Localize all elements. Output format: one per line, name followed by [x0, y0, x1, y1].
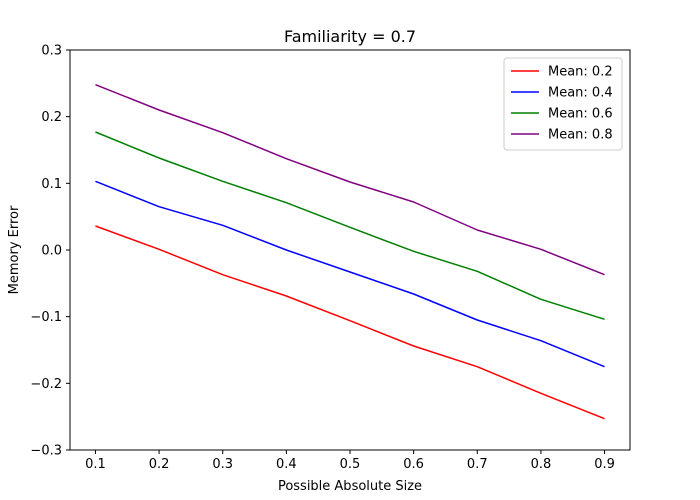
- legend: Mean: 0.2 Mean: 0.4 Mean: 0.6 Mean: 0.8: [503, 57, 623, 151]
- x-tick-label: 0.5: [340, 457, 361, 472]
- x-tick-label: 0.9: [594, 457, 615, 472]
- x-tick-label: 0.3: [212, 457, 233, 472]
- legend-label: Mean: 0.2: [548, 65, 613, 80]
- legend-label: Mean: 0.6: [548, 107, 613, 122]
- x-axis-label: Possible Absolute Size: [278, 479, 422, 494]
- y-tick-label: 0.2: [41, 110, 62, 125]
- x-tick-label: 0.2: [149, 457, 170, 472]
- x-tick-label: 0.1: [85, 457, 106, 472]
- series-line-1: [95, 225, 605, 420]
- series-line-2: [95, 180, 605, 368]
- series-line-3: [95, 131, 605, 321]
- y-tick-label: −0.1: [30, 310, 62, 325]
- series-line-4: [95, 83, 605, 276]
- y-tick-label: −0.3: [30, 444, 62, 459]
- y-tick-label: 0.1: [41, 177, 62, 192]
- x-tick-label: 0.4: [276, 457, 297, 472]
- y-tick-label: 0.3: [41, 44, 62, 59]
- y-tick-label: −0.2: [30, 377, 62, 392]
- plot-area: 0.1 0.2 0.3 0.4 0.5 0.6 0.7 0.8 0.9 −0.3 −0.2 −0.1 0…: [30, 44, 631, 472]
- x-tick-label: 0.7: [467, 457, 488, 472]
- legend-label: Mean: 0.4: [548, 86, 613, 101]
- chart-title: Familiarity = 0.7: [284, 27, 416, 46]
- x-tick-label: 0.6: [403, 457, 424, 472]
- legend-box: [503, 57, 623, 151]
- y-tick-label: 0.0: [41, 244, 62, 259]
- y-axis-label: Memory Error: [7, 205, 22, 294]
- x-tick-label: 0.8: [531, 457, 552, 472]
- legend-label: Mean: 0.8: [548, 128, 613, 143]
